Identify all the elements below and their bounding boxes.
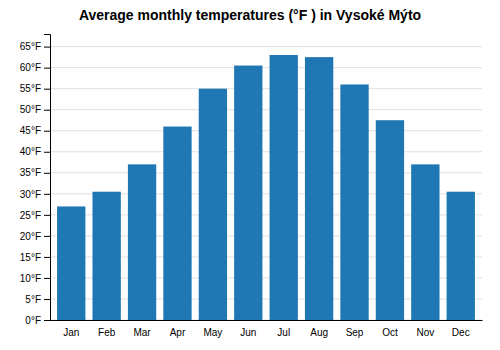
grid-line bbox=[50, 88, 482, 89]
bars bbox=[57, 55, 475, 320]
y-tick-mark bbox=[44, 131, 50, 132]
x-tick: Dec bbox=[452, 327, 470, 338]
grid-line bbox=[50, 151, 482, 152]
bar bbox=[340, 84, 368, 320]
y-tick-mark bbox=[44, 89, 50, 90]
grid bbox=[50, 47, 482, 320]
x-tick: Apr bbox=[170, 327, 186, 338]
y-tick: 15°F bbox=[20, 252, 50, 263]
y-tick-mark bbox=[44, 152, 50, 153]
grid-line bbox=[50, 109, 482, 110]
bar bbox=[270, 55, 298, 320]
title: Average monthly temperatures (°F ) in Vy… bbox=[79, 7, 421, 23]
y-tick-mark bbox=[44, 215, 50, 216]
bar bbox=[411, 164, 439, 320]
y-tick-mark bbox=[44, 110, 50, 111]
x-tick-label: Jan bbox=[63, 327, 79, 338]
x-axis: Jan Feb Mar Apr May Jun Jul Aug Sep Oct Nov Dec bbox=[51, 321, 483, 339]
x-tick-label: May bbox=[203, 327, 222, 338]
x-tick: Jun bbox=[240, 327, 256, 338]
y-tick-mark bbox=[44, 299, 50, 300]
y-tick: 30°F bbox=[20, 189, 50, 200]
y-tick: 40°F bbox=[20, 146, 50, 157]
y-tick: 50°F bbox=[20, 104, 50, 115]
bar bbox=[305, 57, 333, 320]
x-tick: Aug bbox=[310, 327, 328, 338]
y-tick: 55°F bbox=[20, 83, 50, 94]
grid-line bbox=[50, 46, 482, 47]
bar bbox=[234, 66, 262, 320]
y-tick-label: 20°F bbox=[20, 231, 41, 242]
x-tick: Sep bbox=[346, 327, 364, 338]
grid-line bbox=[50, 67, 482, 68]
y-tick: 65°F bbox=[20, 41, 50, 52]
y-tick-label: 55°F bbox=[20, 83, 41, 94]
x-tick-label: Dec bbox=[452, 327, 470, 338]
y-tick-label: 35°F bbox=[20, 167, 41, 178]
y-tick-mark bbox=[44, 173, 50, 174]
grid-line bbox=[50, 130, 482, 131]
bar bbox=[376, 120, 404, 320]
y-tick-mark bbox=[44, 68, 50, 69]
y-tick-label: 5°F bbox=[25, 294, 41, 305]
y-tick: 10°F bbox=[20, 273, 50, 284]
x-tick: Oct bbox=[382, 327, 398, 338]
y-axis: 0°F 5°F 10°F 15°F 20°F 25°F 30°F 35°F 40°F 45°F 50… bbox=[20, 35, 51, 326]
x-tick-label: Mar bbox=[133, 327, 151, 338]
bar bbox=[128, 164, 156, 320]
y-tick-mark bbox=[44, 47, 50, 48]
x-tick-label: Apr bbox=[170, 327, 186, 338]
x-tick-label: Feb bbox=[98, 327, 116, 338]
bar bbox=[57, 206, 85, 320]
bar bbox=[199, 89, 227, 320]
x-axis-line bbox=[51, 320, 483, 321]
plot: 0°F 5°F 10°F 15°F 20°F 25°F 30°F 35°F 40°F 45°F 50… bbox=[20, 35, 483, 339]
bar bbox=[92, 192, 120, 320]
y-tick-mark bbox=[44, 236, 50, 237]
y-axis-line bbox=[44, 35, 51, 321]
y-tick-label: 0°F bbox=[25, 315, 41, 326]
y-tick-label: 30°F bbox=[20, 189, 41, 200]
y-tick: 0°F bbox=[25, 315, 50, 326]
x-tick-label: Jul bbox=[277, 327, 290, 338]
y-tick-label: 25°F bbox=[20, 210, 41, 221]
x-tick-label: Oct bbox=[382, 327, 398, 338]
y-tick-label: 15°F bbox=[20, 252, 41, 263]
y-tick: 25°F bbox=[20, 210, 50, 221]
y-tick-label: 40°F bbox=[20, 146, 41, 157]
y-tick-label: 10°F bbox=[20, 273, 41, 284]
x-tick-label: Sep bbox=[346, 327, 364, 338]
x-tick: Nov bbox=[416, 327, 434, 338]
y-tick-mark bbox=[44, 278, 50, 279]
y-tick-mark bbox=[44, 320, 50, 321]
x-tick: Feb bbox=[98, 327, 116, 338]
y-tick-label: 65°F bbox=[20, 41, 41, 52]
y-tick: 45°F bbox=[20, 125, 50, 136]
x-tick: Jul bbox=[277, 327, 290, 338]
x-tick: Mar bbox=[133, 327, 151, 338]
y-tick-mark bbox=[44, 194, 50, 195]
bar bbox=[163, 127, 191, 320]
chart: Average monthly temperatures (°F ) in Vy… bbox=[0, 0, 500, 350]
y-tick: 5°F bbox=[25, 294, 50, 305]
x-tick: May bbox=[203, 327, 222, 338]
y-tick: 60°F bbox=[20, 62, 50, 73]
y-tick: 20°F bbox=[20, 231, 50, 242]
y-tick-label: 45°F bbox=[20, 125, 41, 136]
y-tick-label: 50°F bbox=[20, 104, 41, 115]
y-tick-label: 60°F bbox=[20, 62, 41, 73]
y-tick: 35°F bbox=[20, 167, 50, 178]
bar bbox=[447, 192, 475, 320]
x-tick: Jan bbox=[63, 327, 79, 338]
x-tick-label: Nov bbox=[416, 327, 434, 338]
x-tick-label: Jun bbox=[240, 327, 256, 338]
x-tick-label: Aug bbox=[310, 327, 328, 338]
y-tick-mark bbox=[44, 257, 50, 258]
